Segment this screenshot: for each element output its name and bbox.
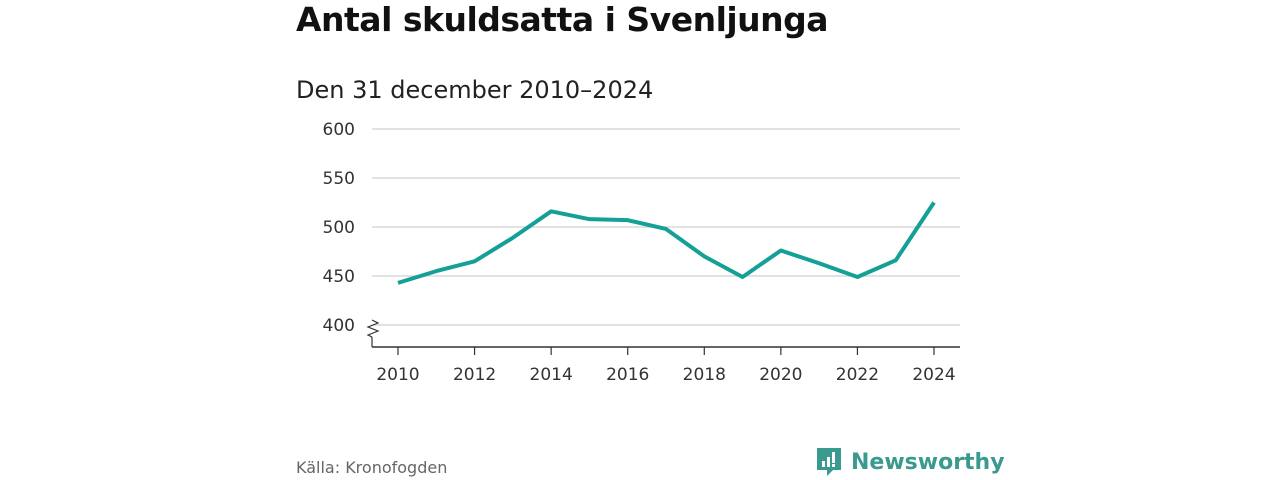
series-line	[397, 201, 936, 285]
chart-title: Antal skuldsatta i Svenljunga	[296, 0, 829, 39]
y-tick-label: 500	[323, 218, 355, 238]
x-tick-label: 2016	[606, 365, 649, 385]
x-tick-label: 2022	[836, 365, 879, 385]
chart-subtitle: Den 31 december 2010–2024	[296, 76, 654, 104]
y-tick-label: 550	[323, 169, 355, 189]
x-tick-label: 2012	[453, 365, 496, 385]
y-tick-label: 400	[323, 316, 355, 336]
newsworthy-logo-icon	[817, 448, 841, 476]
x-tick-label: 2020	[759, 365, 802, 385]
x-tick-label: 2010	[376, 365, 419, 385]
newsworthy-logo: Newsworthy	[815, 446, 1005, 478]
x-tick-label: 2024	[912, 365, 955, 385]
x-tick-label: 2014	[530, 365, 573, 385]
axis-break-icon	[366, 319, 380, 338]
y-tick-label: 600	[323, 120, 355, 140]
brand-name: Newsworthy	[851, 449, 1005, 475]
source-note: Källa: Kronofogden	[296, 458, 448, 477]
y-tick-label: 450	[323, 267, 355, 287]
x-tick-label: 2018	[683, 365, 726, 385]
